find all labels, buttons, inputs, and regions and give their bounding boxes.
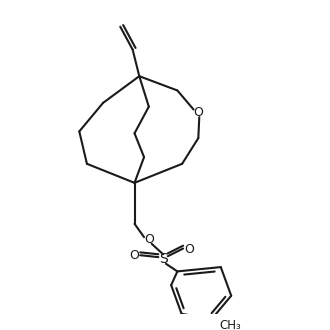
- Text: S: S: [159, 252, 167, 266]
- Text: O: O: [184, 243, 194, 256]
- Text: O: O: [193, 106, 203, 119]
- Text: CH₃: CH₃: [219, 319, 241, 330]
- Text: O: O: [144, 234, 154, 247]
- Text: O: O: [130, 249, 140, 262]
